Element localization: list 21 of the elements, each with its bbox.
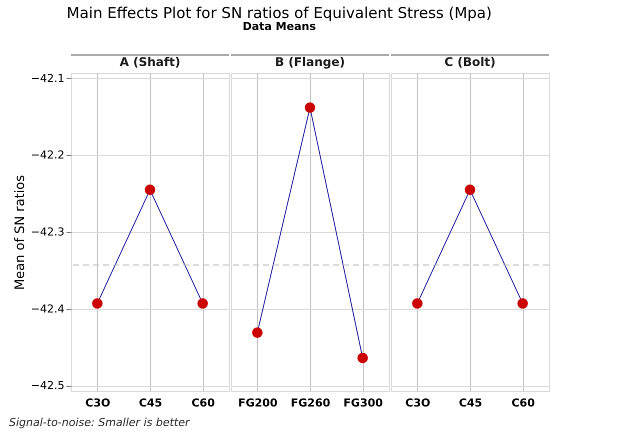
text: C (Bolt)	[444, 55, 496, 69]
y-axis-title: Mean of SN ratios	[12, 174, 28, 290]
y-tick-label: −42.5	[30, 379, 64, 392]
text: Signal-to-noise: Smaller is better	[9, 416, 191, 429]
x-tick-label: C3O	[85, 396, 110, 410]
x-tick-label: C60	[191, 396, 216, 410]
x-tick-label: C60	[511, 396, 536, 410]
x-tick-label: FG300	[343, 396, 384, 410]
x-tick-label: C3O	[405, 396, 430, 410]
y-tick-label: −42.1	[30, 72, 64, 85]
x-tick-label: FG200	[238, 396, 278, 410]
y-tick-label: −42.3	[30, 226, 64, 238]
y-tick-label: −42.2	[30, 148, 64, 162]
x-tick-label: FG260	[290, 396, 331, 410]
chart-subtitle: Data Means	[242, 20, 316, 33]
x-tick-label: C45	[138, 396, 162, 410]
y-tick-label: −42.4	[30, 302, 64, 316]
text: A (Shaft)	[120, 55, 180, 69]
text: B (Flange)	[275, 55, 345, 69]
x-tick-label: C45	[458, 396, 482, 410]
text: Main Effects Plot for SN ratios of Equivalent Stress (Mpa)	[66, 4, 492, 22]
